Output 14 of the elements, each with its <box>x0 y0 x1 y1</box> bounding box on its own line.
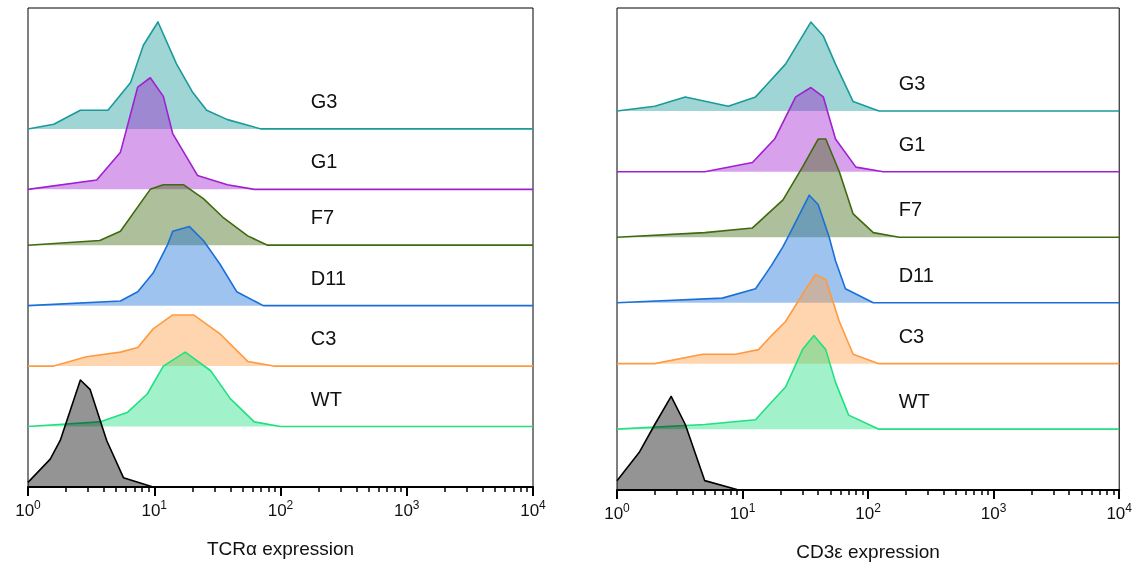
series-label: C3 <box>898 324 925 347</box>
series-label: G1 <box>310 150 338 173</box>
series-label: C3 <box>310 327 337 350</box>
series-label: G1 <box>898 132 926 155</box>
series-label: WT <box>310 387 342 410</box>
x-axis-title: CD3ε expression <box>796 541 940 562</box>
series-label: G3 <box>898 71 926 94</box>
series-label: WT <box>898 390 930 413</box>
series-label: D11 <box>310 266 347 289</box>
series-label: D11 <box>898 263 934 286</box>
x-axis-title: TCRα expression <box>206 538 355 559</box>
series-label: F7 <box>898 198 923 221</box>
series-label: F7 <box>310 206 335 229</box>
series-label: G3 <box>310 89 338 112</box>
